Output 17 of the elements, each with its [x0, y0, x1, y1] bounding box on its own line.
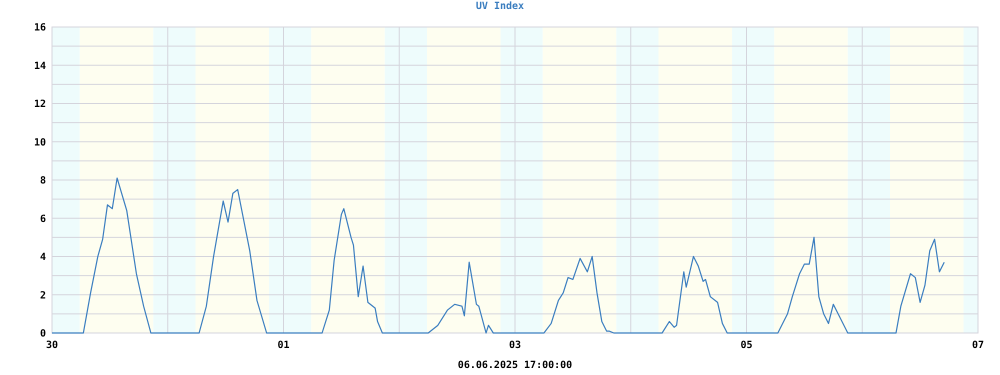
y-tick-label: 12: [34, 99, 46, 110]
y-tick-label: 2: [40, 290, 46, 302]
y-tick-label: 0: [40, 328, 46, 340]
line-series: [51, 177, 945, 334]
x-tick-label: 01: [277, 340, 290, 351]
y-tick-label: 8: [40, 176, 46, 186]
x-tick-label: 05: [740, 340, 753, 351]
y-tick-label: 14: [34, 60, 46, 72]
x-tick-label: 30: [46, 340, 58, 351]
x-tick-label: 07: [972, 340, 984, 351]
chart-title: UV Index: [476, 1, 524, 12]
x-tick-label: 03: [508, 340, 522, 351]
y-tick-label: 16: [34, 22, 46, 34]
text: 06.06.2025 17:00:00: [458, 360, 572, 371]
y-tick-label: 4: [40, 252, 46, 263]
y-tick-label: 10: [34, 137, 46, 148]
y-tick-label: 6: [40, 214, 46, 225]
